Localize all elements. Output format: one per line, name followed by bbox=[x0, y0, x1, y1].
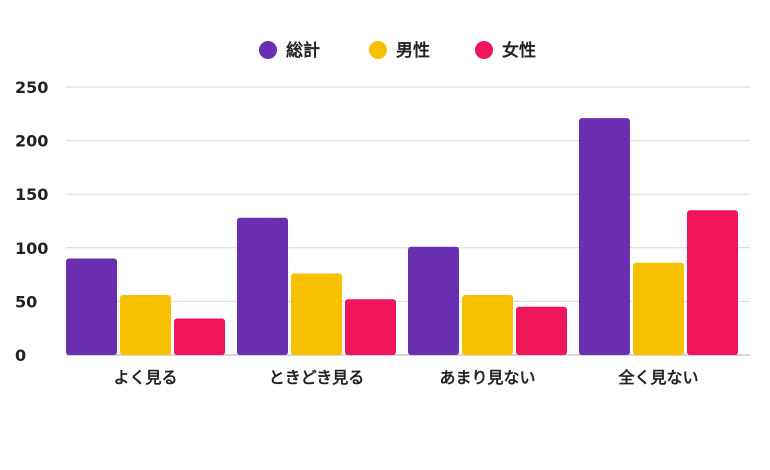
y-tick-label: 150 bbox=[15, 185, 48, 204]
y-tick-label: 250 bbox=[15, 78, 48, 97]
bar-3-2 bbox=[345, 299, 396, 355]
bar-2-2 bbox=[291, 273, 342, 355]
y-axis-ticks: 0 50 100 150 200 250 bbox=[15, 78, 48, 365]
x-category-label: あまり見ない bbox=[439, 368, 535, 387]
y-tick-label: 100 bbox=[15, 239, 48, 258]
legend: 総計 男性 女性 bbox=[259, 40, 536, 61]
bars bbox=[66, 118, 738, 355]
x-axis-labels: よく見る ときどき見る あまり見ない 全く見ない bbox=[113, 368, 698, 387]
bar-3-1 bbox=[174, 318, 225, 355]
bar-2-4 bbox=[633, 262, 684, 355]
bar-1-2 bbox=[237, 217, 288, 355]
x-category-label: 全く見ない bbox=[617, 368, 698, 387]
legend-marker-3 bbox=[475, 41, 493, 59]
legend-marker-1 bbox=[259, 41, 277, 59]
bar-1-1 bbox=[66, 258, 117, 355]
legend-marker-2 bbox=[369, 41, 387, 59]
legend-label-1: 総計 bbox=[286, 40, 320, 61]
y-tick-label: 0 bbox=[15, 346, 26, 365]
bar-1-3 bbox=[408, 246, 459, 355]
bar-3-4 bbox=[687, 210, 738, 355]
bar-1-4 bbox=[579, 118, 630, 355]
x-category-label: よく見る bbox=[113, 368, 177, 387]
bar-3-3 bbox=[516, 306, 567, 355]
legend-label-3: 女性 bbox=[502, 40, 536, 61]
legend-label-2: 男性 bbox=[396, 40, 430, 61]
bar-2-3 bbox=[462, 294, 513, 355]
y-tick-label: 50 bbox=[15, 292, 37, 311]
x-category-label: ときどき見る bbox=[269, 368, 365, 387]
y-tick-label: 200 bbox=[15, 132, 48, 151]
bar-2-1 bbox=[120, 294, 171, 355]
